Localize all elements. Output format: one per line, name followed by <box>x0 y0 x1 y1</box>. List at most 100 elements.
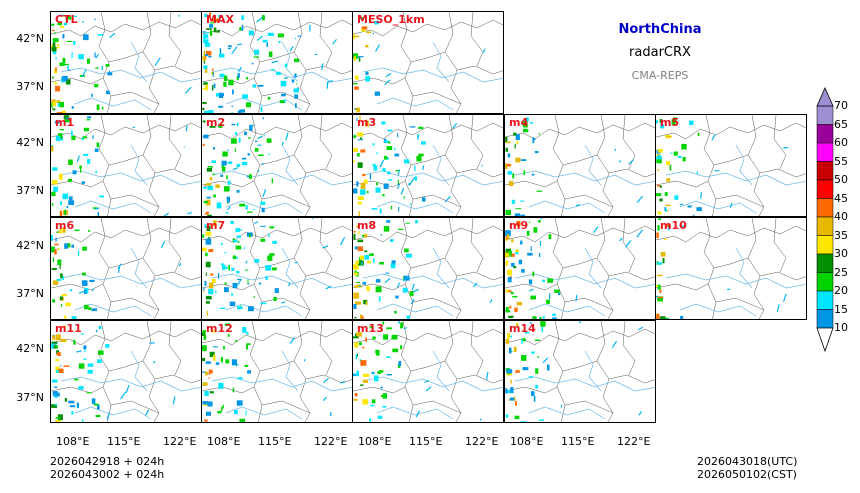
panel-m10: m10 <box>655 217 807 320</box>
colorbar-segment <box>816 161 834 181</box>
radar-echoes <box>656 117 788 216</box>
lon-tick-115: 115°E <box>409 435 443 448</box>
map-canvas <box>353 321 503 422</box>
map-boundaries <box>656 115 806 216</box>
colorbar-label: 50 <box>834 173 848 186</box>
map-boundaries <box>505 218 655 319</box>
lat-tick-37: 37°N <box>16 80 44 93</box>
colorbar-label: 40 <box>834 210 848 223</box>
map-boundaries <box>202 115 352 216</box>
map-boundaries <box>202 12 352 113</box>
lon-tick-115: 115°E <box>258 435 292 448</box>
region-title: NorthChina <box>618 22 702 37</box>
colorbar <box>816 87 834 353</box>
map-boundaries <box>202 321 352 422</box>
map-canvas <box>353 218 503 319</box>
lat-tick-42: 42°N <box>16 239 44 252</box>
panel-label: m2 <box>206 116 226 129</box>
colorbar-segment <box>816 198 834 218</box>
colorbar-label: 30 <box>834 247 848 260</box>
radar-echoes <box>202 12 337 113</box>
panel-m5: m5 <box>655 114 807 217</box>
radar-echoes <box>353 321 489 422</box>
radar-echoes <box>202 323 346 422</box>
valid-time-utc: 2026043018(UTC) <box>697 455 798 468</box>
radar-echoes <box>505 117 643 216</box>
lat-tick-42: 42°N <box>16 136 44 149</box>
panel-m12: m12 <box>201 320 353 423</box>
colorbar-segment <box>816 142 834 162</box>
panel-m4: m4 <box>504 114 656 217</box>
map-boundaries <box>51 321 201 422</box>
lon-tick-115: 115°E <box>561 435 595 448</box>
map-boundaries <box>353 12 503 113</box>
panel-label: m4 <box>509 116 529 129</box>
map-boundaries <box>51 218 201 319</box>
lat-tick-42: 42°N <box>16 32 44 45</box>
radar-echoes <box>353 220 493 319</box>
colorbar-label: 65 <box>834 117 848 131</box>
colorbar-segment <box>816 105 834 125</box>
panel-label: CTL <box>55 13 78 26</box>
radar-echoes <box>51 14 192 113</box>
colorbar-segment <box>816 216 834 236</box>
colorbar-segment <box>816 253 834 273</box>
panel-label: m3 <box>357 116 377 129</box>
init-time-2: 2026043002 + 024h <box>50 468 165 481</box>
lon-tick-108: 108°E <box>358 435 392 448</box>
lon-tick-108: 108°E <box>56 435 90 448</box>
radar-echoes <box>656 218 787 319</box>
map-canvas <box>51 115 201 216</box>
panel-label: m8 <box>357 219 377 232</box>
map-canvas <box>51 218 201 319</box>
lat-tick-37: 37°N <box>16 287 44 300</box>
lon-tick-115: 115°E <box>107 435 141 448</box>
radar-echoes <box>353 115 483 216</box>
map-boundaries <box>353 321 503 422</box>
colorbar-segment <box>816 290 834 310</box>
radar-echoes <box>505 218 644 319</box>
map-boundaries <box>353 218 503 319</box>
radar-echoes <box>51 227 182 319</box>
colorbar-label: 60 <box>834 136 848 149</box>
init-time-1: 2026042918 + 024h <box>50 455 165 468</box>
panel-m8: m8 <box>352 217 504 320</box>
lon-tick-122: 122°E <box>617 435 651 448</box>
map-boundaries <box>51 115 201 216</box>
map-boundaries <box>353 115 503 216</box>
map-canvas <box>656 115 806 216</box>
panel-label: m14 <box>509 322 536 335</box>
system-title: CMA-REPS <box>631 69 689 82</box>
colorbar-label: 15 <box>834 302 848 316</box>
colorbar-segment <box>816 124 834 144</box>
lat-tick-37: 37°N <box>16 184 44 197</box>
panel-m9: m9 <box>504 217 656 320</box>
panel-label: m6 <box>55 219 75 232</box>
colorbar-label: 20 <box>834 284 848 297</box>
map-canvas <box>51 12 201 113</box>
panel-label: m13 <box>357 322 384 335</box>
colorbar-extend-max <box>816 87 834 107</box>
panel-m11: m11 <box>50 320 202 423</box>
colorbar-extend-min <box>816 327 834 353</box>
lon-tick-108: 108°E <box>207 435 241 448</box>
panel-max: MAX <box>201 11 353 114</box>
panel-label: m11 <box>55 322 82 335</box>
panel-ctl: CTL <box>50 11 202 114</box>
map-canvas <box>202 321 352 422</box>
valid-time-cst: 2026050102(CST) <box>697 468 797 481</box>
map-canvas <box>505 115 655 216</box>
lat-tick-37: 37°N <box>16 391 44 404</box>
colorbar-label: 35 <box>834 228 848 242</box>
panel-label: m1 <box>55 116 75 129</box>
panel-label: m10 <box>660 219 687 232</box>
map-canvas <box>202 218 352 319</box>
radar-echoes <box>202 218 346 319</box>
colorbar-label: 55 <box>834 154 848 168</box>
radar-echoes <box>202 117 289 216</box>
panel-label: m7 <box>206 219 226 232</box>
panel-m13: m13 <box>352 320 504 423</box>
lon-tick-122: 122°E <box>163 435 197 448</box>
radar-echoes <box>353 17 486 113</box>
variable-title: radarCRX <box>629 45 691 60</box>
